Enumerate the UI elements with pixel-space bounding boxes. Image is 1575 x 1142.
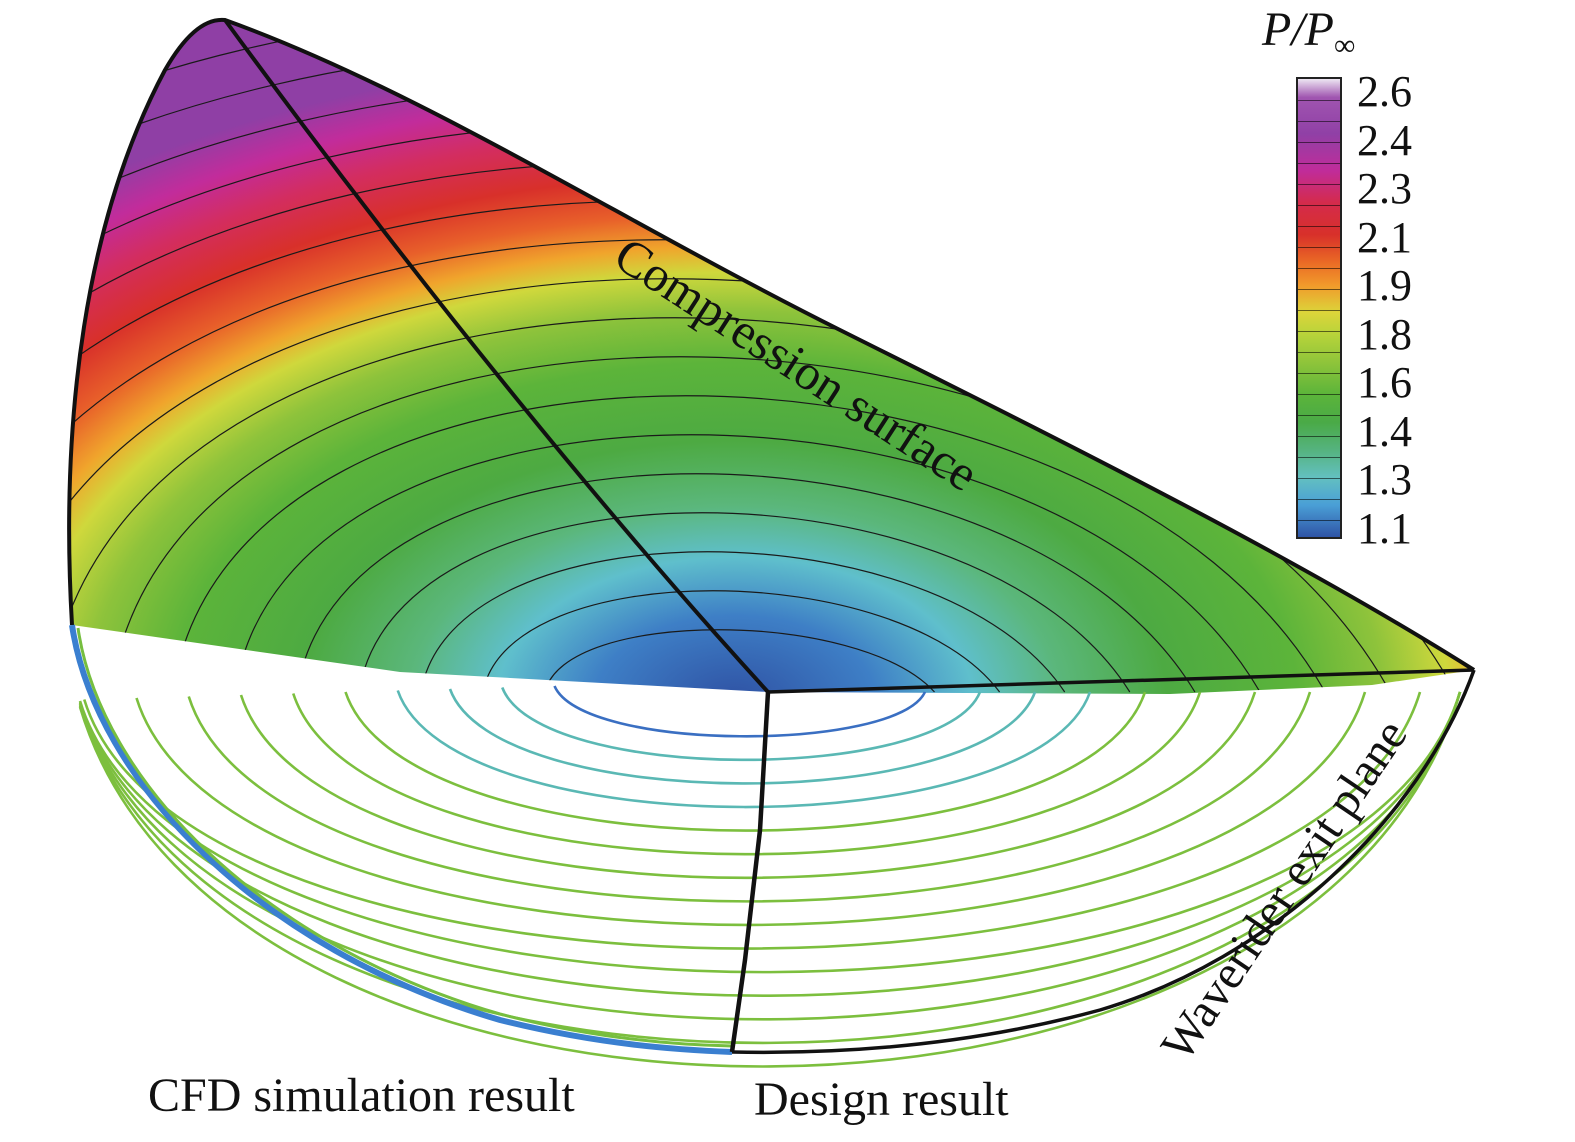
colorbar-contour-line xyxy=(1298,226,1340,227)
pressure-contour-line xyxy=(234,434,1261,693)
bottom-contour-lines xyxy=(78,685,1462,1068)
design-contour-line xyxy=(83,691,1422,950)
legend-title: P/P∞ xyxy=(1262,2,1355,62)
pressure-contour-line xyxy=(420,551,1066,693)
design-contour-line xyxy=(239,691,1257,880)
colorbar-contour-line xyxy=(1298,331,1340,332)
colorbar-contour-line xyxy=(1298,520,1340,521)
design-contour-line xyxy=(501,687,982,762)
legend-tick-label: 1.9 xyxy=(1357,261,1412,310)
design-contour-line xyxy=(448,688,1037,785)
colorbar-contour-line xyxy=(1298,478,1340,479)
legend-tick-label: 1.4 xyxy=(1357,406,1412,456)
colorbar-contour-line xyxy=(1298,142,1340,143)
pressure-contour-line xyxy=(482,590,1001,693)
legend-tick-label: 2.6 xyxy=(1357,67,1412,116)
legend-tick-label: 1.6 xyxy=(1357,358,1412,407)
design-contour-line xyxy=(396,690,1092,809)
design-contour-line xyxy=(78,691,1462,1045)
design-contour-line xyxy=(78,691,1462,1068)
legend-tick-label: 2.3 xyxy=(1357,164,1412,213)
colorbar-contour-line xyxy=(1298,100,1340,101)
colorbar-contour-line xyxy=(1298,436,1340,437)
colorbar-contour-line xyxy=(1298,247,1340,248)
cfd-lower-edge-green xyxy=(76,627,733,1048)
cfd-label: CFD simulation result xyxy=(148,1069,575,1122)
legend-tick-label: 2.1 xyxy=(1357,212,1412,262)
design-contour-line xyxy=(344,691,1147,832)
exit-plane-outline xyxy=(731,669,1476,1055)
design-contour-line xyxy=(553,685,927,738)
colorbar-contour-line xyxy=(1298,415,1340,416)
colorbar-contour-line xyxy=(1298,184,1340,185)
colorbar-contour-line xyxy=(1298,373,1340,374)
legend-tick-label: 1.8 xyxy=(1357,309,1412,359)
pressure-contour-line xyxy=(296,473,1196,693)
legend-title-main: P/P xyxy=(1262,3,1334,56)
legend-title-sub: ∞ xyxy=(1333,29,1356,62)
colorbar-contour-line xyxy=(1298,310,1340,311)
pressure-contour-line xyxy=(358,512,1131,693)
design-contour-line xyxy=(78,691,1462,1021)
upper-surface-boundary xyxy=(767,668,1475,694)
design-divider-line xyxy=(729,691,771,1053)
pressure-contour-line xyxy=(544,629,935,693)
colorbar-contour-line xyxy=(1298,205,1340,206)
colorbar-contour-line xyxy=(1298,268,1340,269)
colorbar-contour-line xyxy=(1298,457,1340,458)
design-contour-line xyxy=(187,691,1312,903)
pressure-contour-line xyxy=(172,395,1326,693)
design-label: Design result xyxy=(754,1073,1009,1126)
cfd-lower-edge xyxy=(69,624,733,1055)
upper-outline xyxy=(67,17,1476,672)
design-contour-line xyxy=(78,691,1462,997)
colorbar-contour-line xyxy=(1298,163,1340,164)
colorbar-contour-line xyxy=(1298,352,1340,353)
legend-tick-label: 1.1 xyxy=(1357,503,1412,553)
legend-tick-label: 2.4 xyxy=(1357,115,1412,165)
colorbar-contour-line xyxy=(1298,499,1340,500)
colorbar-contour-line xyxy=(1298,394,1340,395)
symmetry-line xyxy=(223,18,770,694)
legend-tick-label: 1.3 xyxy=(1357,455,1412,504)
design-contour-line xyxy=(292,691,1202,856)
colorbar-contour-line xyxy=(1298,289,1340,290)
colorbar xyxy=(1296,77,1342,539)
colorbar-contour-line xyxy=(1298,121,1340,122)
